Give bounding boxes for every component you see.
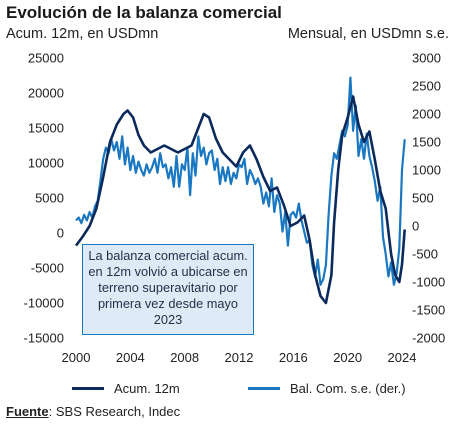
x-tick-label: 2020 [333, 350, 362, 365]
source-text: : SBS Research, Indec [48, 404, 181, 419]
right-tick-label: 1500 [412, 135, 441, 150]
legend-item-acum: Acum. 12m [72, 381, 180, 396]
legend-label-acum: Acum. 12m [114, 381, 180, 396]
right-axis-ticks: 3000 2500 2000 1500 1000 500 0 -500 -1000 -1500 -2… [412, 51, 445, 346]
right-tick-label: 1000 [412, 163, 441, 178]
x-tick-label: 2004 [116, 350, 145, 365]
left-tick-label: 0 [57, 226, 64, 241]
legend-swatch-monthly [248, 387, 280, 390]
right-tick-label: 0 [412, 219, 419, 234]
x-tick-label: 2016 [279, 350, 308, 365]
right-axis-unit: Mensual, en USDmn s.e. [287, 26, 449, 42]
right-tick-label: -500 [412, 247, 438, 262]
right-tick-label: -2000 [412, 331, 445, 346]
legend-item-monthly: Bal. Com. s.e. (der.) [248, 381, 406, 396]
right-tick-label: 500 [412, 191, 434, 206]
left-tick-label: 10000 [28, 156, 64, 171]
chart-annotation: La balanza comercial acum. en 12m volvió… [82, 244, 254, 335]
series-line-monthly [75, 76, 406, 286]
legend-label-monthly: Bal. Com. s.e. (der.) [290, 381, 406, 396]
x-tick-label: 2000 [62, 350, 91, 365]
left-tick-label: -15000 [24, 331, 64, 346]
right-tick-label: 3000 [412, 51, 441, 66]
left-axis-ticks: 25000 20000 15000 10000 5000 0 -5000 -10000 -150… [24, 51, 64, 346]
chart-title: Evolución de la balanza comercial [6, 3, 282, 22]
source-label: Fuente [6, 404, 49, 419]
series-layer [74, 76, 406, 305]
left-tick-label: 5000 [35, 191, 64, 206]
left-tick-label: 15000 [28, 121, 64, 136]
right-tick-label: -1000 [412, 275, 445, 290]
left-tick-label: 25000 [28, 51, 64, 66]
left-tick-label: -5000 [31, 261, 64, 276]
left-tick-label: -10000 [24, 296, 64, 311]
right-tick-label: 2500 [412, 79, 441, 94]
right-tick-label: 2000 [412, 107, 441, 122]
left-tick-label: 20000 [28, 86, 64, 101]
series-line-acum [74, 95, 406, 305]
source-note: Fuente: SBS Research, Indec [6, 404, 180, 419]
right-tick-label: -1500 [412, 303, 445, 318]
left-axis-unit: Acum. 12m, en USDmn [6, 26, 159, 42]
x-tick-label: 2024 [388, 350, 417, 365]
legend-swatch-acum [72, 387, 104, 390]
x-tick-label: 2008 [170, 350, 199, 365]
x-tick-label: 2012 [225, 350, 254, 365]
x-axis-ticks: 2000 2004 2008 2012 2016 2020 2024 [62, 350, 417, 365]
